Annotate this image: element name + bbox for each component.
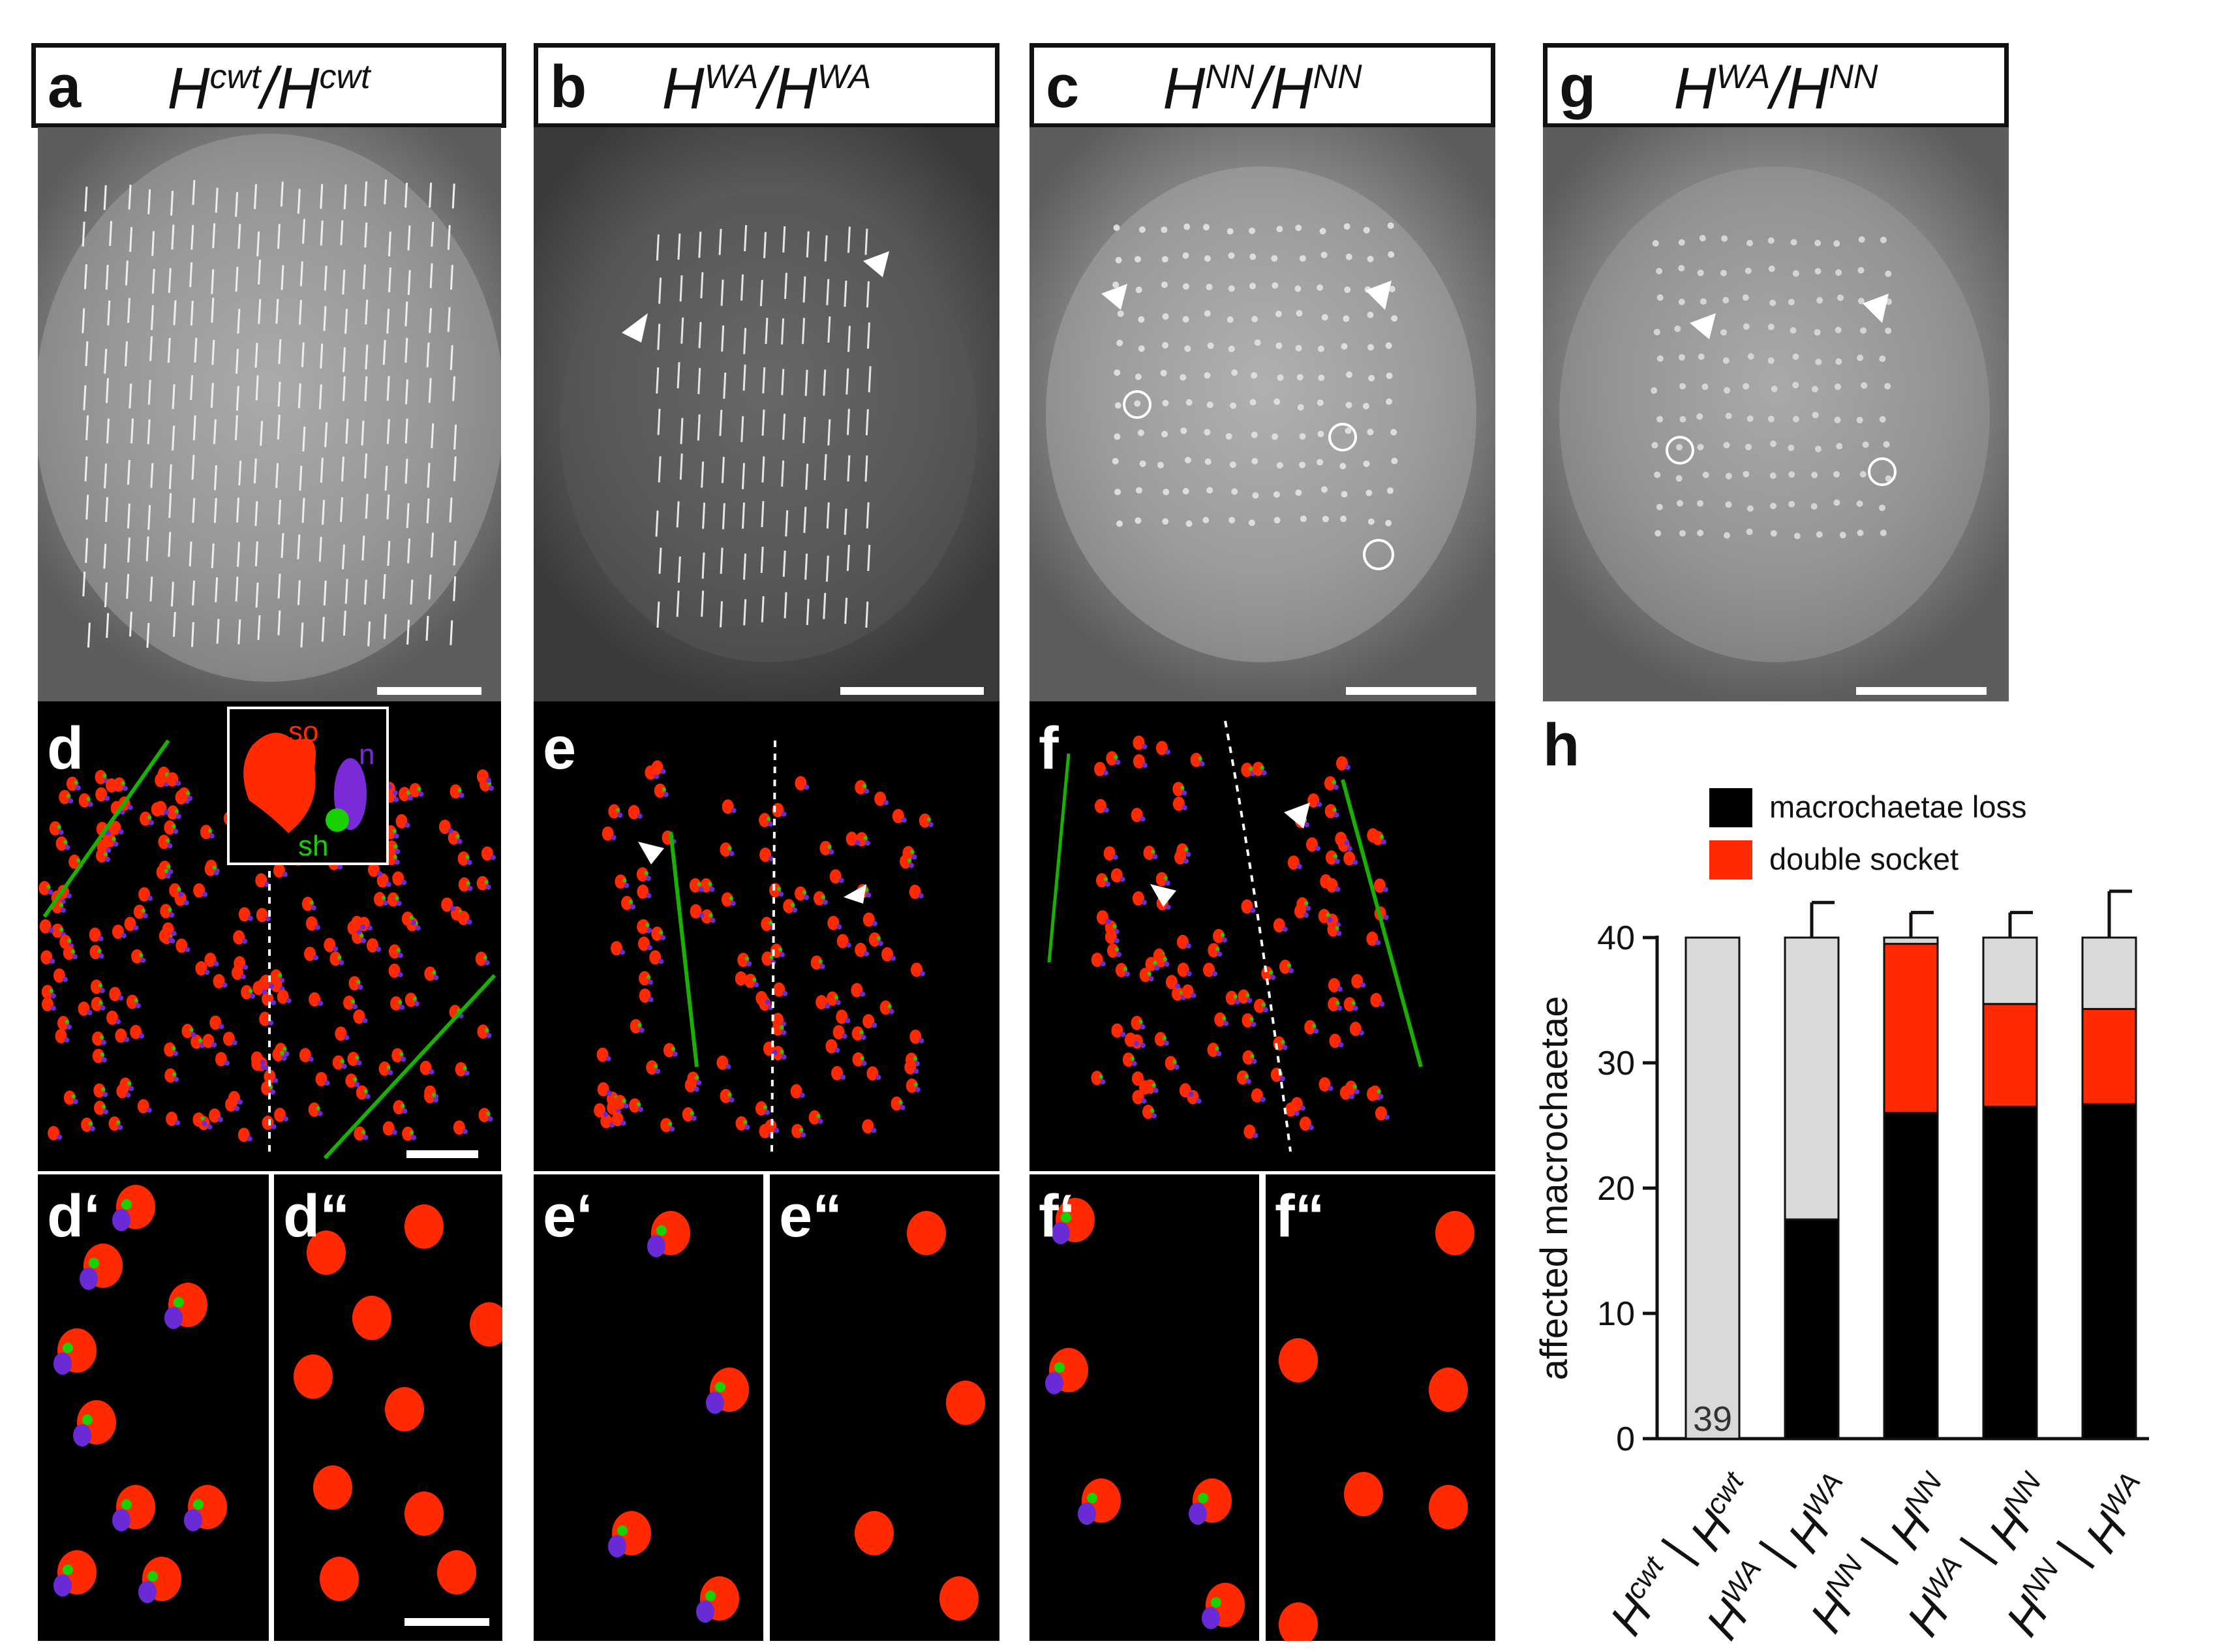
genotype-c: HNN/HNN	[1163, 56, 1362, 121]
bar-segment	[1685, 936, 1741, 1440]
thorax-sockets-c	[1046, 166, 1476, 662]
circle-marker	[1666, 436, 1897, 486]
panel-letter-e1: e‘	[543, 1183, 593, 1249]
scale-bar-a	[377, 687, 481, 695]
genotype-a: Hcwt/Hcwt	[167, 56, 371, 121]
y-tick-label: 20	[1597, 1170, 1635, 1208]
panel-letter-h: h	[1543, 712, 1580, 778]
bar-segment	[1982, 936, 2038, 1005]
zoom-image-e1: e‘	[534, 1174, 763, 1641]
bar-segment	[1883, 1112, 1939, 1440]
legend-label: double socket	[1769, 842, 1959, 876]
panel-letter-f2: f“	[1275, 1183, 1325, 1249]
zoom-image-e2: e“	[770, 1174, 999, 1641]
panel-letter-d2: d“	[283, 1183, 350, 1249]
scale-bar-d	[406, 1150, 478, 1158]
inset-label-so: so	[288, 716, 319, 748]
header-g: g HWA/HNN	[1543, 43, 2009, 128]
header-c: c HNN/HNN	[1029, 43, 1495, 128]
sem-image-c	[1029, 127, 1495, 701]
panel-letter-c: c	[1046, 54, 1080, 120]
panel-letter-f: f	[1039, 715, 1059, 782]
arrow-icon	[1690, 294, 1889, 339]
panel-letter-f1: f‘	[1039, 1183, 1076, 1249]
panel-letter-d: d	[47, 715, 84, 782]
genotype-g: HWA/HNN	[1673, 56, 1878, 121]
panel-letter-g: g	[1559, 54, 1596, 120]
panel-letter-e2: e“	[779, 1183, 843, 1249]
bar-segment	[1982, 1003, 2038, 1108]
zoom-image-d1: d‘	[38, 1174, 269, 1641]
y-axis-label: affected macrochaetae	[1533, 996, 1576, 1381]
bar-segment	[2081, 1103, 2137, 1440]
scale-bar-b	[840, 687, 984, 695]
y-tick-label: 0	[1616, 1420, 1635, 1458]
panel-letter-a: a	[48, 54, 82, 120]
sem-image-b	[534, 127, 999, 701]
panel-letter-b: b	[550, 54, 587, 120]
bar-segment	[1982, 1105, 2038, 1440]
thorax-bristles-a	[38, 134, 501, 682]
thorax-bristles-b	[560, 192, 977, 662]
legend-swatch	[1709, 840, 1752, 880]
bar-segment	[1784, 1218, 1840, 1440]
bar-segment	[1784, 936, 1840, 1221]
zoom-image-d2: d“	[274, 1174, 502, 1641]
fluor-image-d: d so n sh	[38, 701, 501, 1171]
inset-zoom: so n sh	[227, 707, 389, 865]
sem-image-g	[1543, 127, 2009, 701]
y-tick-label: 40	[1597, 919, 1635, 957]
scale-bar-d2	[404, 1618, 489, 1626]
legend-label: macrochaetae loss	[1769, 789, 2026, 824]
arrow-icon	[1150, 803, 1310, 907]
legend-swatch	[1709, 788, 1752, 827]
scale-bar-c	[1346, 687, 1476, 695]
arrow-icon	[638, 842, 866, 904]
bar-segment	[2081, 936, 2137, 1010]
fluor-image-f: f	[1029, 701, 1495, 1171]
circle-marker	[1123, 390, 1394, 570]
panel-letter-e: e	[543, 715, 577, 782]
y-tick-label: 30	[1597, 1045, 1635, 1082]
sensory-organs-f	[1047, 720, 1423, 1152]
scale-bar-g	[1856, 687, 1987, 695]
zoom-image-f2: f“	[1266, 1174, 1495, 1641]
sensory-organs-e	[594, 740, 934, 1152]
panel-letter-d1: d‘	[47, 1183, 100, 1249]
zoom-image-f1: f‘	[1029, 1174, 1259, 1641]
arrow-icon	[1101, 281, 1392, 310]
bar-segment	[2081, 1007, 2137, 1105]
inset-label-sh: sh	[298, 830, 329, 862]
header-a: a Hcwt/Hcwt	[31, 43, 506, 128]
thorax-sockets-g	[1559, 166, 1990, 662]
sem-image-a	[38, 127, 501, 701]
header-b: b HWA/HWA	[534, 43, 999, 128]
fluor-image-e: e	[534, 701, 999, 1171]
inset-label-n: n	[359, 739, 375, 771]
y-tick-label: 10	[1597, 1295, 1635, 1333]
bar-segment	[1883, 936, 1939, 945]
bar-segment	[1883, 943, 1939, 1114]
genotype-b: HWA/HWA	[662, 56, 872, 121]
arrow-icon	[622, 251, 889, 343]
stacked-bar-chart: macrochaetae loss double socket 0 10 20 30 40 a…	[1533, 788, 2149, 1644]
bar-annotation: 39	[1693, 1400, 1732, 1439]
